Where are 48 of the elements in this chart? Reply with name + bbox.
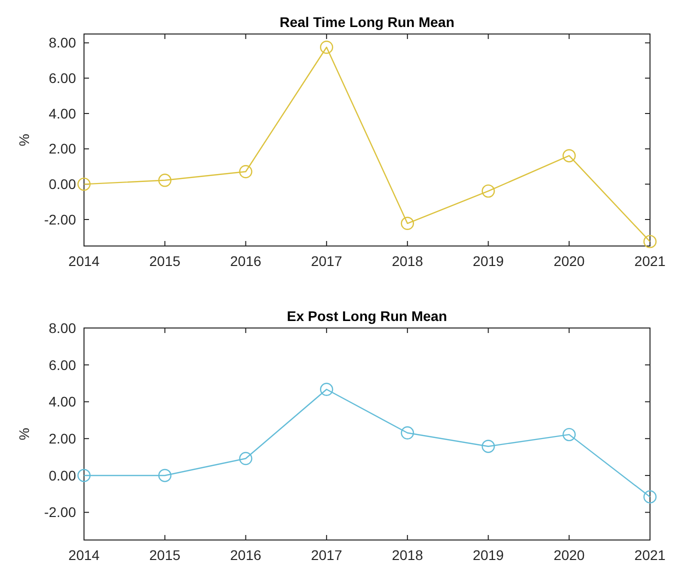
x-tick-label: 2019 — [472, 547, 504, 563]
y-axis-title: % — [16, 134, 32, 146]
x-tick-label: 2015 — [149, 547, 181, 563]
x-tick-label: 2021 — [634, 547, 666, 563]
x-tick-label: 2014 — [68, 253, 100, 269]
x-tick-label: 2017 — [310, 253, 342, 269]
x-tick-label: 2019 — [472, 253, 504, 269]
point — [77, 468, 91, 482]
x-tick-label: 2018 — [392, 253, 424, 269]
x-tick-label: 2016 — [230, 547, 262, 563]
point — [158, 174, 172, 187]
point — [643, 490, 657, 504]
x-tick-label: 2015 — [149, 253, 181, 269]
point — [400, 216, 414, 230]
point — [482, 440, 495, 453]
y-tick-label: 0.00 — [48, 176, 76, 192]
y-axis-title: % — [16, 428, 32, 440]
x-tick-label: 2017 — [310, 547, 342, 563]
x-tick-label: 2021 — [634, 253, 666, 269]
x-tick-label: 2020 — [554, 253, 585, 269]
point — [482, 184, 495, 198]
point — [239, 165, 252, 178]
x-tick-label: 2020 — [554, 547, 585, 563]
y-tick-label: 4.00 — [48, 394, 76, 410]
chart-title: Ex Post Long Run Mean — [286, 308, 448, 324]
y-tick-label: -2.00 — [44, 504, 76, 520]
y-tick-label: 6.00 — [48, 70, 76, 86]
point — [239, 452, 252, 466]
point — [320, 382, 334, 396]
x-tick-label: 2016 — [230, 253, 262, 269]
y-tick-label: 8.00 — [48, 34, 76, 51]
point — [643, 234, 657, 248]
y-tick-label: 2.00 — [48, 430, 76, 447]
y-tick-label: 4.00 — [48, 105, 76, 122]
point — [320, 40, 334, 54]
y-tick-label: 6.00 — [48, 356, 76, 373]
y-tick-label: 2.00 — [48, 140, 76, 157]
point — [562, 428, 576, 442]
point — [562, 149, 576, 162]
y-tick-label: 8.00 — [48, 320, 76, 336]
point — [400, 426, 414, 440]
point — [77, 178, 91, 191]
point — [158, 468, 172, 482]
y-tick-label: 0.00 — [48, 467, 76, 484]
y-tick-label: -2.00 — [44, 211, 76, 228]
chart-title: Real Time Long Run Mean — [280, 14, 454, 30]
x-tick-label: 2018 — [392, 547, 424, 563]
x-tick-label: 2014 — [68, 547, 100, 563]
